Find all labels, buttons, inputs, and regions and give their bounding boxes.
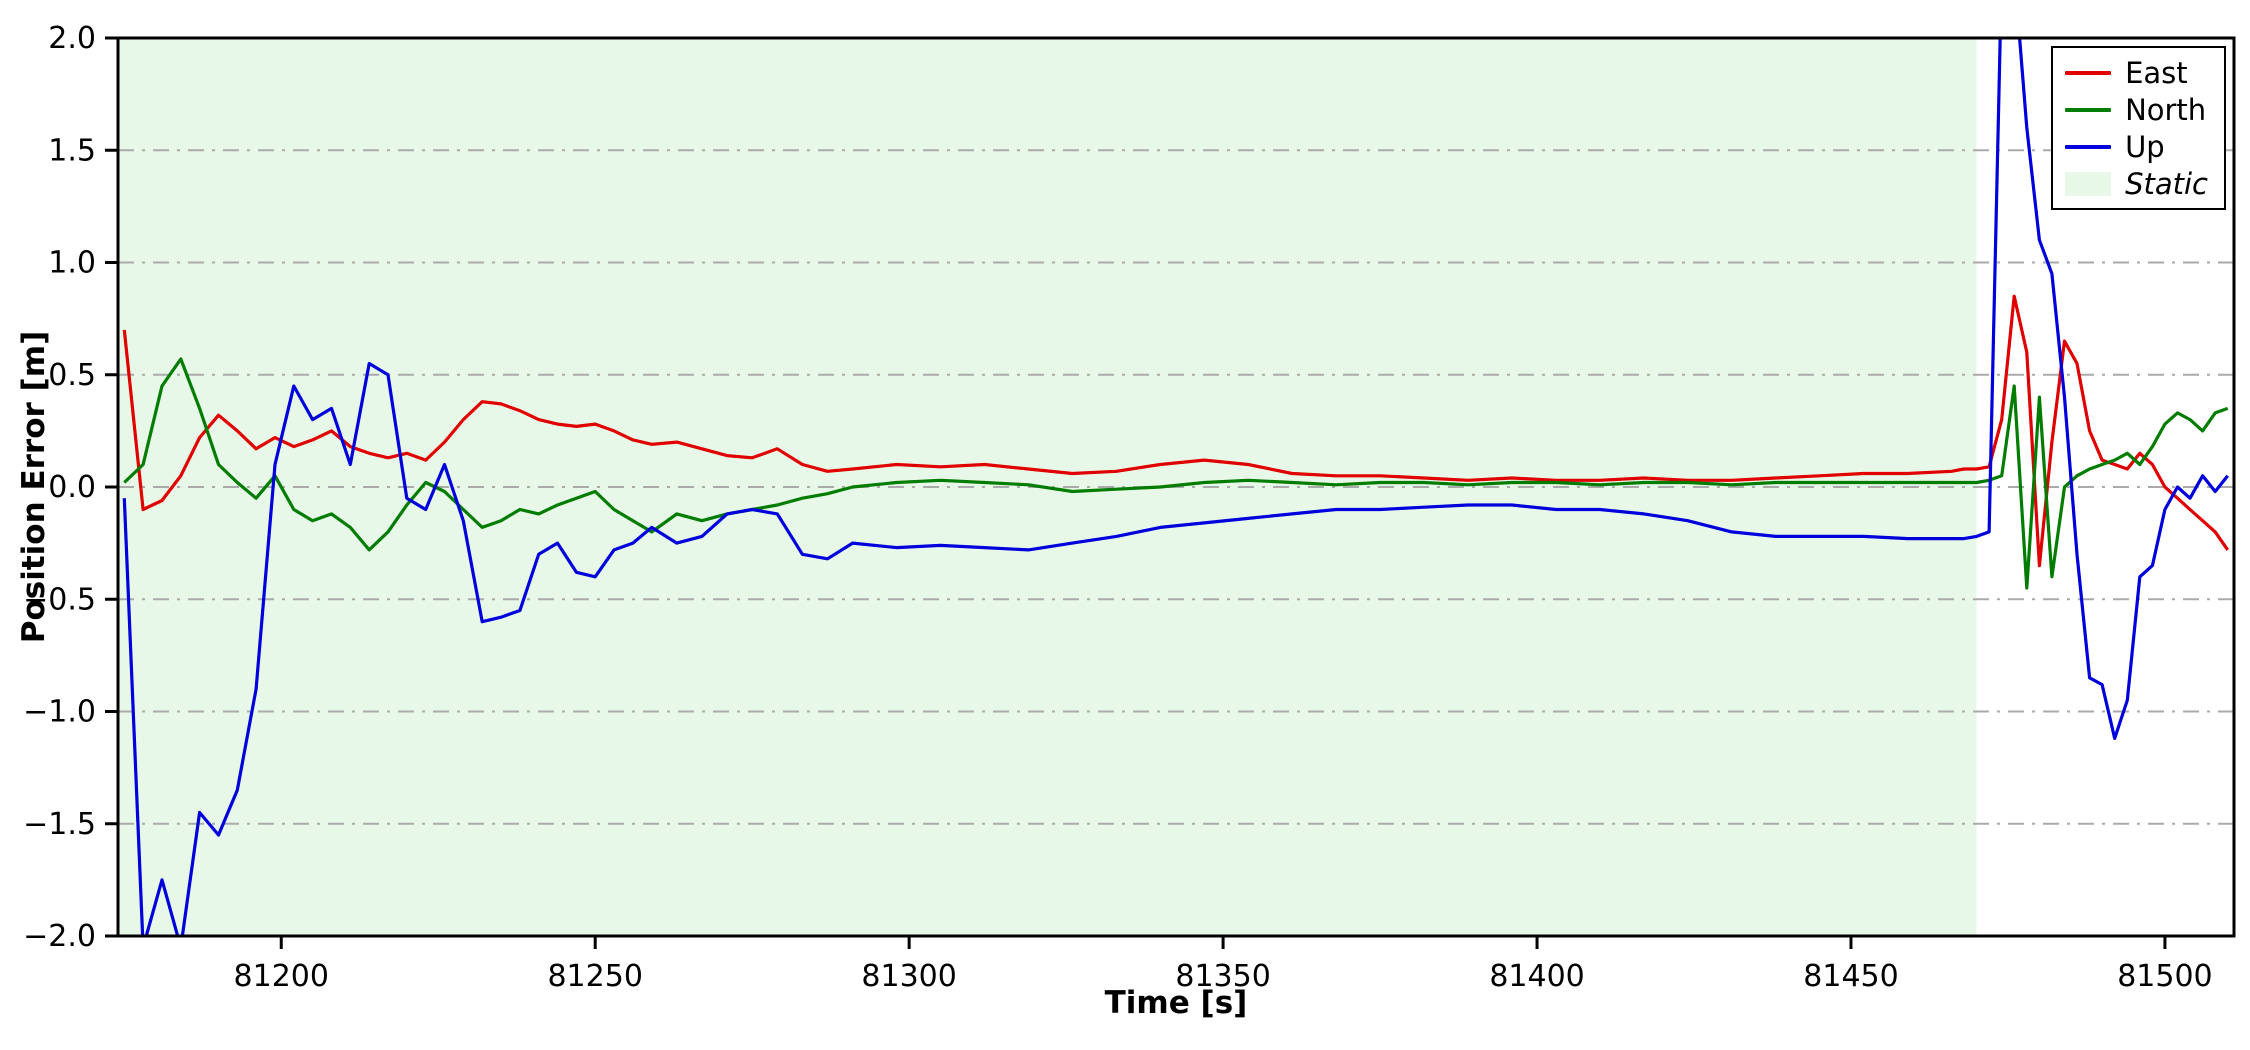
x-tick-label: 81500 [2117,959,2212,994]
x-tick-label: 81200 [234,959,329,994]
y-tick-label: 0.5 [48,358,96,393]
x-axis-label: Time [s] [1104,985,1248,1021]
legend-item-static: Static [2065,166,2208,201]
legend-line-swatch-up [2065,144,2112,149]
y-tick-label: −0.5 [23,582,96,617]
legend-item-east: East [2065,55,2208,90]
series-line-north [123,357,2229,590]
y-tick-label: −1.5 [23,807,96,842]
y-tick-label: 1.0 [48,246,96,281]
y-tick-label: −1.0 [23,695,96,730]
series-line-east [122,294,2230,568]
series-line-up [122,38,2229,936]
x-tick-label: 81300 [861,959,956,994]
x-tick-label: 81350 [1175,959,1270,994]
legend-item-north: North [2065,92,2208,127]
legend: East North Up Static [2051,46,2226,210]
y-axis-label: Position Error [m] [16,330,52,644]
legend-line-swatch-east [2065,70,2112,75]
x-tick-label: 81400 [1489,959,1584,994]
x-tick-label: 81250 [547,959,642,994]
legend-label-east: East [2125,55,2188,90]
x-tick-label: 81450 [1803,959,1898,994]
y-tick-label: 1.5 [48,133,96,168]
legend-label-north: North [2125,92,2207,127]
legend-patch-swatch-static [2065,171,2112,196]
y-tick-label: 0.0 [48,470,96,505]
legend-item-up: Up [2065,129,2208,164]
y-tick-label: −2.0 [23,919,96,954]
y-tick-label: 2.0 [48,21,96,56]
legend-label-up: Up [2125,129,2165,164]
legend-label-static: Static [2125,166,2208,201]
legend-line-swatch-north [2065,107,2112,112]
